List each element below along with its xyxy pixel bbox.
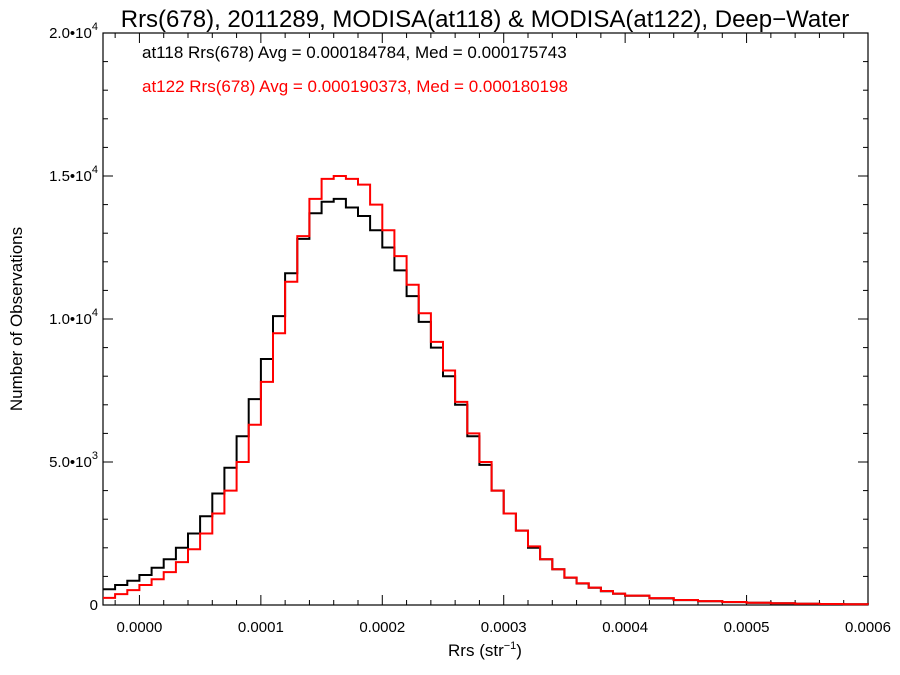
x-tick-label: 0.0003 (481, 619, 527, 636)
x-tick-label: 0.0000 (116, 619, 162, 636)
y-tick-label: 1.0•104 (49, 307, 98, 328)
series-layer (103, 175, 869, 606)
annotation-at122: at122 Rrs(678) Avg = 0.000190373, Med = … (142, 77, 568, 96)
x-axis-label-exponent: −1 (504, 640, 517, 652)
y-axis-label: Number of Observations (7, 227, 26, 411)
series-at122-line (103, 175, 869, 606)
x-tick-label: 0.0006 (845, 619, 891, 636)
x-tick-label: 0.0002 (359, 619, 405, 636)
y-tick-label: 0 (90, 597, 98, 614)
plot-frame (102, 32, 869, 606)
axis-ticks (103, 32, 869, 606)
x-axis-label: Rrs (str−1) (448, 640, 522, 660)
chart-title: Rrs(678), 2011289, MODISA(at118) & MODIS… (121, 6, 850, 33)
x-tick-label: 0.0004 (602, 619, 648, 636)
x-tick-label: 0.0001 (238, 619, 284, 636)
x-axis-label-end: ) (516, 641, 522, 660)
x-tick-label: 0.0005 (724, 619, 770, 636)
tick-labels: 0.0000 0.0001 0.0002 0.0003 0.0004 0.0005 0.00… (49, 21, 891, 636)
x-axis-label-main: Rrs (str (448, 641, 504, 660)
y-tick-label: 5.0•103 (49, 450, 98, 471)
y-tick-label: 2.0•104 (49, 21, 98, 42)
y-tick-label: 1.5•104 (49, 164, 98, 185)
annotation-at118: at118 Rrs(678) Avg = 0.000184784, Med = … (142, 43, 567, 62)
series-at118-line (103, 197, 869, 606)
